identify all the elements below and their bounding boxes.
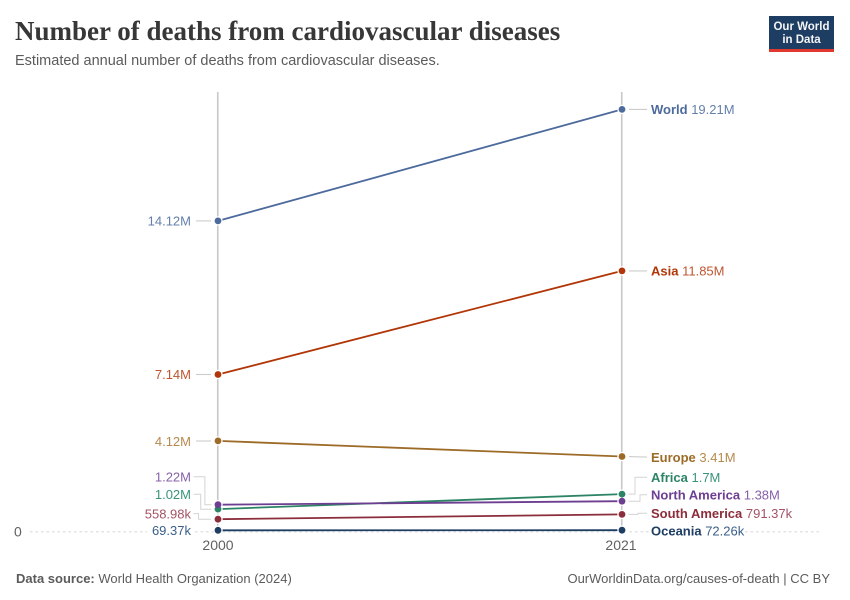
svg-text:1.22M: 1.22M <box>155 470 191 485</box>
svg-text:2021: 2021 <box>605 537 636 553</box>
svg-text:Europe 3.41M: Europe 3.41M <box>651 450 736 465</box>
svg-text:South America 791.37k: South America 791.37k <box>651 506 793 521</box>
svg-text:World 19.21M: World 19.21M <box>651 102 735 117</box>
svg-text:2000: 2000 <box>202 537 233 553</box>
svg-text:4.12M: 4.12M <box>155 434 191 449</box>
svg-text:Oceania 72.26k: Oceania 72.26k <box>651 524 745 539</box>
svg-text:69.37k: 69.37k <box>152 523 192 538</box>
svg-text:1.02M: 1.02M <box>155 487 191 502</box>
svg-text:Africa 1.7M: Africa 1.7M <box>651 470 720 485</box>
svg-text:14.12M: 14.12M <box>148 214 191 229</box>
svg-text:Asia 11.85M: Asia 11.85M <box>651 264 724 279</box>
svg-text:North America 1.38M: North America 1.38M <box>651 487 780 502</box>
svg-text:7.14M: 7.14M <box>155 367 191 382</box>
svg-text:0: 0 <box>14 524 22 540</box>
svg-text:558.98k: 558.98k <box>145 506 192 521</box>
